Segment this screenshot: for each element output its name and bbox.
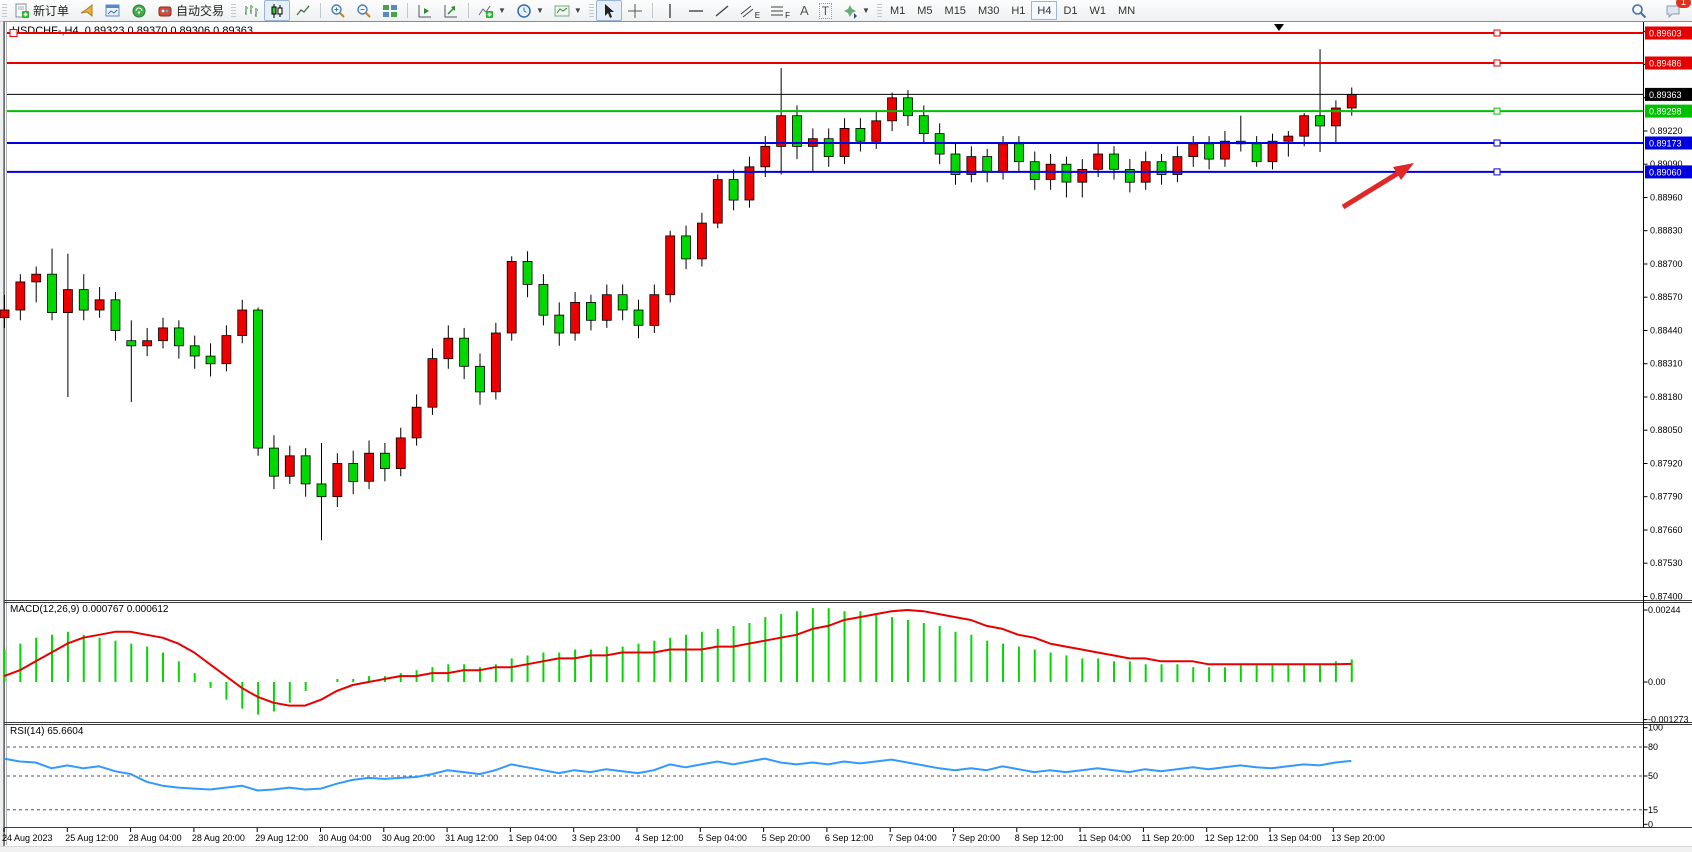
chart-shift-button[interactable] bbox=[412, 0, 438, 21]
candlestick-chart-button[interactable] bbox=[264, 0, 291, 21]
timeframe-button-m30[interactable]: M30 bbox=[977, 4, 1000, 17]
periods-button[interactable]: ▼ bbox=[511, 0, 549, 21]
indicators-button[interactable]: ▼ bbox=[473, 0, 511, 21]
clock-icon bbox=[517, 3, 531, 18]
fibo-letter: F bbox=[785, 11, 791, 20]
chevron-down-icon: ▼ bbox=[498, 6, 506, 15]
toolbar-grip bbox=[588, 3, 594, 18]
line-chart-button[interactable] bbox=[290, 0, 316, 21]
toolbar-separator bbox=[407, 3, 409, 18]
zoom-in-button[interactable] bbox=[325, 0, 351, 21]
rsi-indicator-label: RSI(14) 65.6604 bbox=[10, 726, 84, 737]
trendline-icon bbox=[715, 4, 729, 17]
templates-button[interactable]: ▼ bbox=[549, 0, 587, 21]
tile-windows-icon bbox=[383, 4, 398, 17]
timeframe-button-h4[interactable]: H4 bbox=[1031, 1, 1058, 20]
status-strip bbox=[0, 846, 1692, 852]
zoom-in-icon bbox=[331, 3, 345, 18]
label-icon: T bbox=[818, 2, 833, 19]
chart-autoscroll-icon bbox=[444, 4, 458, 17]
crosshair-button[interactable] bbox=[622, 0, 648, 21]
cursor-icon bbox=[604, 3, 614, 18]
horizontal-line-icon bbox=[688, 9, 703, 12]
trendline-button[interactable] bbox=[709, 0, 735, 21]
auto-trading-button[interactable]: 自动交易 bbox=[152, 0, 229, 21]
fibonacci-icon bbox=[771, 6, 784, 15]
timeframe-button-m1[interactable]: M1 bbox=[889, 4, 906, 17]
chart-title: USDCHF-,H4 0.89323 0.89370 0.89306 0.893… bbox=[12, 25, 253, 37]
chevron-down-icon: ▼ bbox=[573, 6, 582, 15]
timeframe-toolbar: M1 M5 M15 M30 H1 H4 D1 W1 MN bbox=[884, 1, 1141, 20]
search-icon bbox=[1632, 3, 1647, 18]
toolbar-grip bbox=[2, 3, 7, 18]
cursor-button[interactable] bbox=[595, 0, 622, 21]
sound-alert-button[interactable] bbox=[74, 0, 100, 21]
search-button[interactable] bbox=[1626, 0, 1652, 21]
chevron-down-icon: ▼ bbox=[862, 6, 870, 15]
horn-icon bbox=[80, 3, 93, 17]
new-order-label: 新订单 bbox=[33, 4, 70, 18]
shapes-icon bbox=[844, 4, 858, 19]
tile-windows-button[interactable] bbox=[377, 0, 403, 21]
toolbar-grip bbox=[876, 3, 882, 18]
chart-window-icon bbox=[105, 4, 120, 16]
new-order-button[interactable]: 新订单 bbox=[9, 0, 74, 21]
channel-icon bbox=[740, 5, 754, 17]
signal-icon bbox=[132, 4, 146, 17]
indicators-add-icon bbox=[478, 5, 494, 18]
timeframe-button-d1[interactable]: D1 bbox=[1063, 4, 1078, 17]
auto-trading-label: 自动交易 bbox=[176, 4, 225, 18]
crosshair-icon bbox=[627, 3, 642, 18]
bar-chart-button[interactable] bbox=[238, 0, 264, 21]
vertical-line-icon bbox=[669, 3, 671, 18]
toolbar: 新订单 自动交易 bbox=[0, 0, 1692, 22]
toolbar-separator bbox=[468, 3, 470, 18]
text-icon: A bbox=[800, 3, 809, 18]
market-watch-button[interactable] bbox=[126, 0, 152, 21]
notification-badge: 1 bbox=[1676, 0, 1691, 8]
toolbar-separator bbox=[320, 3, 322, 18]
arrows-button[interactable]: ▼ bbox=[837, 0, 875, 21]
zoom-out-icon bbox=[357, 3, 371, 18]
fibonacci-button[interactable]: F bbox=[765, 0, 795, 21]
line-chart-icon bbox=[296, 5, 310, 15]
horizontal-line-button[interactable] bbox=[683, 0, 709, 21]
timeframe-button-h1[interactable]: H1 bbox=[1011, 4, 1026, 17]
chart-shift-icon bbox=[418, 4, 432, 17]
timeframe-button-m15[interactable]: M15 bbox=[944, 4, 966, 17]
bar-chart-icon bbox=[245, 4, 259, 17]
channel-letter: E bbox=[754, 11, 761, 20]
equidistant-channel-button[interactable]: E bbox=[735, 0, 765, 21]
chart-autoscroll-button[interactable] bbox=[438, 0, 464, 21]
timeframe-button-m5[interactable]: M5 bbox=[917, 4, 933, 17]
zoom-out-button[interactable] bbox=[351, 0, 377, 21]
chevron-down-icon: ▼ bbox=[535, 6, 544, 15]
macd-indicator-label: MACD(12,26,9) 0.000767 0.000612 bbox=[10, 604, 169, 615]
candlestick-chart-icon bbox=[271, 3, 283, 18]
timeframe-button-w1[interactable]: W1 bbox=[1089, 4, 1107, 17]
text-button[interactable]: A bbox=[795, 0, 814, 21]
autotrade-icon bbox=[158, 6, 172, 16]
new-order-icon bbox=[15, 3, 29, 18]
chart-window[interactable] bbox=[3, 21, 1692, 847]
toolbar-separator bbox=[651, 3, 653, 18]
vertical-line-button[interactable] bbox=[657, 0, 683, 21]
notifications-button[interactable]: 1 bbox=[1660, 0, 1691, 21]
template-icon bbox=[554, 5, 570, 16]
timeframe-button-mn[interactable]: MN bbox=[1118, 4, 1136, 17]
text-label-button[interactable]: T bbox=[814, 0, 837, 21]
new-chart-button[interactable] bbox=[100, 0, 126, 21]
toolbar-grip bbox=[231, 3, 237, 18]
